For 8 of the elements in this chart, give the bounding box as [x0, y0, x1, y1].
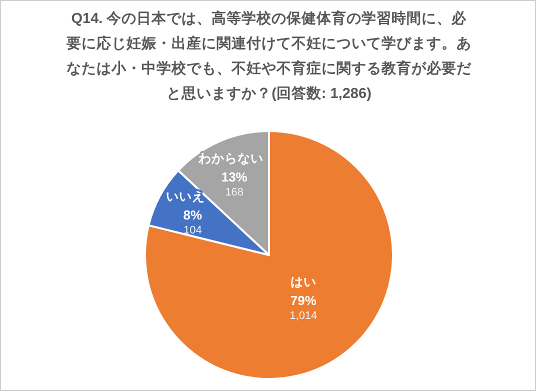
- data-label: 13% 168: [221, 169, 248, 198]
- slice-label: いいえ: [166, 190, 206, 204]
- slice-label: わからない: [198, 151, 264, 166]
- chart-title: Q14. 今の日本では、高等学校の保健体育の学習時間に、必要に応じ妊娠・出産に関連付けて不妊について学びます。あなたは小・中学校でも、不妊や不育症に関する教育が必要だと思いますか？(回答数: 1,286): [66, 9, 472, 104]
- data-label: 79% 1,014: [290, 292, 318, 322]
- slice-label: はい: [290, 274, 316, 289]
- pie-slice: [144, 130, 394, 380]
- data-label: 8% 104: [183, 208, 202, 237]
